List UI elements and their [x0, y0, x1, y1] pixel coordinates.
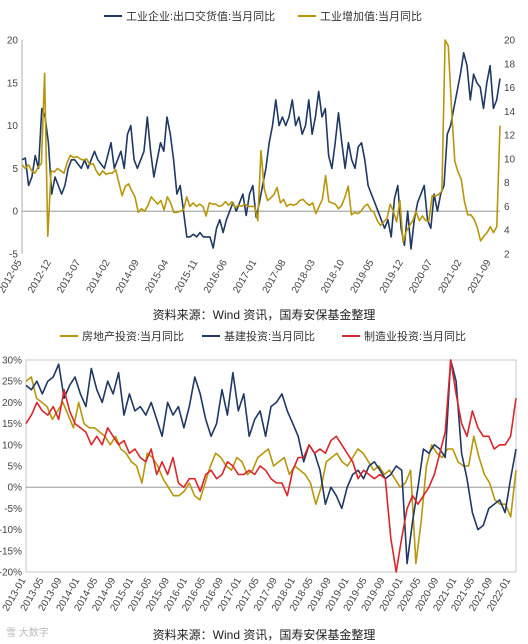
chart-investment: 房地产投资:当月同比 基建投资:当月同比 制造业投资:当月同比 -20% -15% -1…: [0, 329, 517, 613]
x-tick-label: 2014-09: [114, 258, 142, 296]
x-tick-label: 2018-10: [319, 258, 347, 296]
y-tick-label: 30%: [2, 356, 22, 367]
y-tick-label: 0%: [8, 483, 23, 494]
source-note-2: 资料来源：Wind 资讯，国寿安保基金整理: [152, 628, 376, 642]
y-tick-label: -20%: [0, 568, 22, 579]
legend: 工业企业:出口交货值:当月同比 工业增加值:当月同比: [104, 9, 422, 23]
y-tick-label: -5%: [4, 504, 22, 515]
y-tick-label: 0: [12, 207, 18, 218]
series-group: [21, 39, 501, 250]
y-tick-label: 10: [7, 121, 19, 132]
series-line: [25, 359, 517, 565]
chart-export-industrial: 工业企业:出口交货值:当月同比 工业增加值:当月同比 -5 0 5 10 15 20 2 4 6 8…: [0, 9, 516, 296]
x-tick-label: 2018-03: [290, 258, 318, 296]
y-tick-label: 25%: [2, 377, 22, 388]
x-tick-label: 2012-12: [26, 258, 54, 296]
y-tick-label: 10%: [2, 440, 22, 451]
series-group: [25, 359, 517, 573]
plot-frame: [25, 359, 517, 573]
series-line: [25, 376, 517, 565]
source-note-1: 资料来源：Wind 资讯，国寿安保基金整理: [152, 308, 376, 322]
x-tick-label: 2015-04: [143, 258, 171, 296]
y-tick-label: -10%: [0, 525, 22, 536]
x-tick-label: 2013-07: [55, 258, 83, 296]
y2-tick-label: 8: [504, 178, 510, 189]
y2-tick-label: 16: [504, 83, 516, 94]
axes: -20%-15%-10%-5%0%5%10%15%20%25%30%2013-0…: [0, 356, 517, 613]
x-tick-label: 2020-07: [407, 258, 435, 296]
x-tick-label: 2017-08: [261, 258, 289, 296]
legend: 房地产投资:当月同比 基建投资:当月同比 制造业投资:当月同比: [60, 329, 466, 343]
x-tick-label: 2016-06: [202, 258, 230, 296]
y-tick-label: 15%: [2, 419, 22, 430]
y2-tick-label: 12: [504, 131, 516, 142]
y-tick-label: -5: [9, 250, 18, 261]
series-line: [25, 359, 517, 573]
x-tick-label: 2019-05: [349, 258, 377, 296]
y-tick-label: 5%: [8, 462, 23, 473]
legend-label: 制造业投资:当月同比: [364, 329, 466, 343]
x-tick-label: 2019-12: [378, 258, 406, 296]
legend-label: 工业企业:出口交货值:当月同比: [126, 9, 275, 23]
y-tick-label: 5: [12, 164, 18, 175]
y-tick-label: 20: [7, 36, 19, 47]
x-tick-label: 2014-02: [85, 258, 113, 296]
series-line: [21, 51, 501, 250]
x-tick-label: 2017-01: [231, 258, 259, 296]
y-tick-label: 20%: [2, 398, 22, 409]
legend-label: 工业增加值:当月同比: [320, 9, 422, 23]
x-tick-label: 2021-09: [466, 258, 494, 296]
legend-label: 基建投资:当月同比: [224, 329, 315, 343]
legend-label: 房地产投资:当月同比: [82, 329, 184, 343]
y2-tick-label: 18: [504, 59, 516, 70]
y2-tick-label: 14: [504, 107, 516, 118]
series-line: [21, 39, 501, 243]
y2-tick-label: 2: [504, 250, 510, 261]
y2-tick-label: 6: [504, 202, 510, 213]
axes: -5 0 5 10 15 20 2 4 6 8 10 12 14 16 18 20 2012-05 2012-12…: [0, 36, 516, 296]
y2-tick-label: 4: [504, 226, 510, 237]
y2-tick-label: 10: [504, 154, 516, 165]
y-tick-label: 15: [7, 78, 19, 89]
y-tick-label: -15%: [0, 546, 22, 557]
x-tick-label: 2021-02: [437, 258, 465, 296]
y2-tick-label: 20: [504, 36, 516, 47]
x-tick-label: 2015-11: [173, 258, 201, 295]
x-tick-label: 2012-05: [0, 258, 25, 296]
watermark: 雪 大数字: [6, 628, 49, 639]
